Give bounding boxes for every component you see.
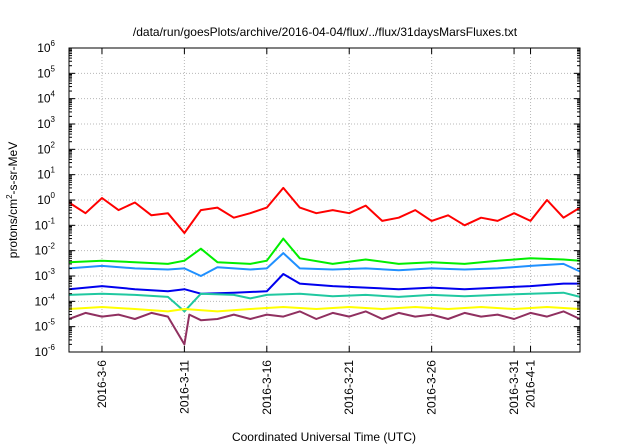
x-tick-label: 2016-3-31 (507, 360, 521, 415)
series-line-2 (68, 237, 581, 265)
series-line-6 (68, 306, 581, 313)
y-tick-label: 10-1 (35, 216, 56, 232)
y-tick-label: 106 (37, 39, 55, 55)
series-line-3 (68, 252, 581, 277)
x-tick-label: 2016-3-16 (260, 360, 274, 415)
series-line-7 (68, 310, 581, 346)
x-tick-label: 2016-3-26 (425, 360, 439, 415)
x-tick-label: 2016-3-21 (342, 360, 356, 415)
series-line-4 (68, 273, 580, 295)
x-ticks: 2016-3-6 2016-3-11 2016-3-16 2016-3-21 2016-… (95, 48, 538, 415)
y-tick-label: 10-3 (35, 267, 56, 283)
x-tick-label: 2016-3-6 (95, 360, 109, 408)
y-ticks: 10-6 10-5 10-4 10-3 10-2 10-1 100 101 102 103 104 1… (35, 39, 580, 359)
y-tick-label: 105 (37, 64, 55, 80)
y-tick-label: 101 (37, 166, 55, 182)
x-tick-label: 2016-4-1 (524, 360, 538, 408)
y-tick-label: 10-5 (35, 318, 56, 334)
y-tick-label: 103 (37, 115, 55, 131)
x-axis-label: Coordinated Universal Time (UTC) (232, 430, 416, 444)
series-line-1 (68, 186, 581, 234)
y-tick-label: 10-2 (35, 242, 56, 258)
y-tick-label: 100 (37, 191, 55, 207)
grid (69, 48, 580, 352)
y-axis-label: protons/cm2-s-sr-MeV (5, 142, 20, 258)
x-tick-label: 2016-3-11 (177, 360, 191, 414)
y-tick-label: 104 (37, 90, 55, 106)
chart-title: /data/run/goesPlots/archive/2016-04-04/f… (133, 25, 518, 39)
series-line-5 (68, 291, 581, 313)
series-group (68, 186, 581, 346)
y-tick-label: 10-4 (35, 292, 56, 308)
y-tick-label: 102 (37, 140, 55, 156)
y-tick-label: 10-6 (35, 343, 56, 359)
